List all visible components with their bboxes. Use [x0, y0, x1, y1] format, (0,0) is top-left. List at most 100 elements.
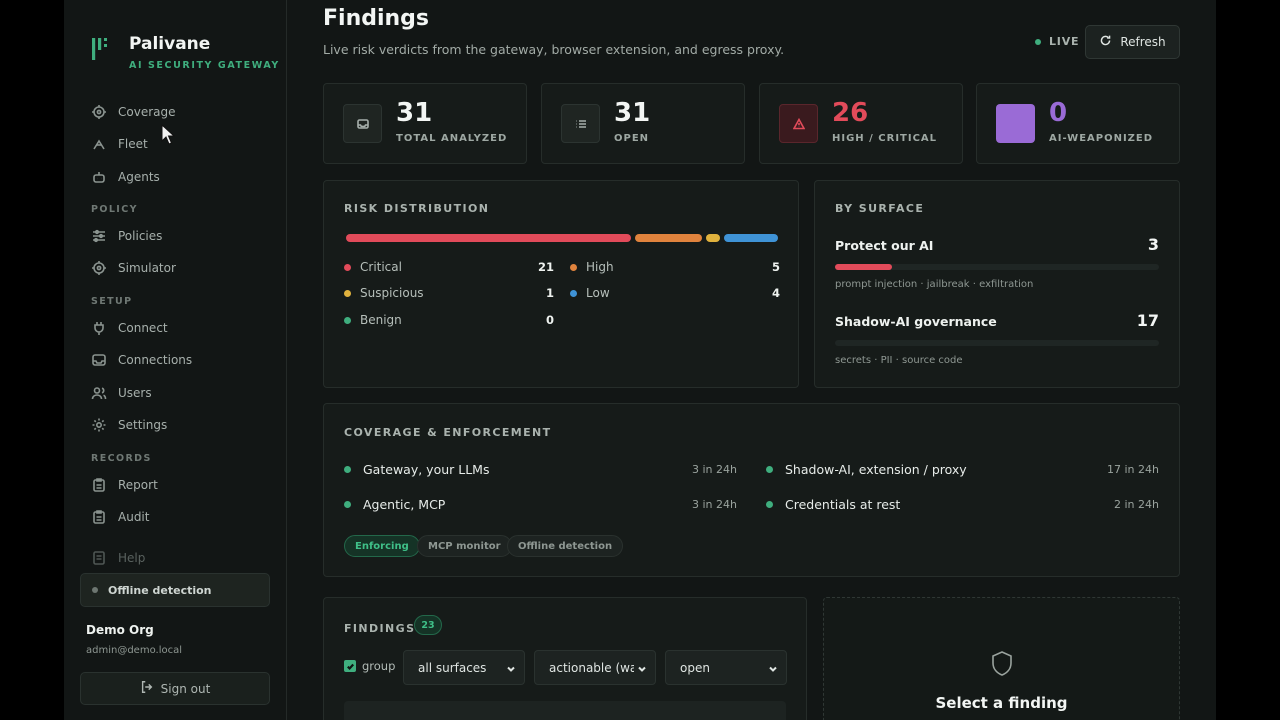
surface-filter-select[interactable]: all surfaces [403, 650, 525, 685]
legend-value: 1 [545, 286, 554, 300]
surface-count: 17 [1136, 311, 1159, 330]
coverage-label: Agentic, MCP [363, 497, 446, 512]
finding-detail-empty: Select a finding [823, 597, 1180, 720]
surface-description: prompt injection · jailbreak · exfiltrat… [835, 279, 1034, 290]
sidebar-item-policies[interactable]: Policies [91, 225, 162, 247]
card-title: RISK DISTRIBUTION [344, 202, 490, 215]
document-icon [91, 550, 107, 566]
chevron-down-icon [637, 663, 647, 673]
card-title: FINDINGS [344, 622, 416, 635]
sidebar-item-help[interactable]: Help [91, 547, 145, 569]
findings-card: FINDINGS 23 group all surfaces actionabl… [323, 597, 807, 720]
chip-enforcing[interactable]: Enforcing [344, 535, 420, 557]
legend-critical: Critical 21 [344, 260, 554, 274]
legend-dot [570, 263, 577, 271]
coverage-label: Credentials at rest [785, 497, 901, 512]
sidebar-item-label: Users [118, 386, 152, 400]
sliders-icon [91, 228, 107, 244]
legend-label: Suspicious [360, 286, 424, 300]
sidebar-item-fleet[interactable]: Fleet [91, 133, 148, 155]
brand[interactable]: Palivane AI SECURITY GATEWAY [90, 34, 278, 71]
card-title: COVERAGE & ENFORCEMENT [344, 426, 552, 439]
legend-dot [570, 289, 577, 297]
coverage-item-agentic[interactable]: Agentic, MCP 3 in 24h [344, 497, 737, 512]
page-title: Findings [323, 6, 430, 31]
coverage-count: 2 in 24h [1114, 498, 1159, 511]
coverage-count: 3 in 24h [692, 463, 737, 476]
sidebar-item-audit[interactable]: Audit [91, 506, 149, 528]
sidebar-item-report[interactable]: Report [91, 474, 158, 496]
sidebar: Palivane AI SECURITY GATEWAY Coverage Fl… [64, 0, 287, 720]
legend-value: 0 [545, 313, 554, 327]
sidebar-item-connect[interactable]: Connect [91, 317, 168, 339]
surface-progress-bar [835, 264, 1159, 270]
legend-label: Critical [360, 260, 402, 274]
refresh-button[interactable]: Refresh [1085, 25, 1180, 59]
stat-value: 31 [614, 98, 651, 128]
status-dot [766, 501, 773, 508]
palivane-logo-icon [90, 34, 114, 70]
stat-value: 31 [396, 98, 433, 128]
sidebar-item-coverage[interactable]: Coverage [91, 101, 176, 123]
inbox-icon [343, 104, 382, 143]
legend-dot [344, 289, 351, 297]
empty-state-message: Select a finding [935, 694, 1068, 712]
status-dot [766, 466, 773, 473]
app-window: Palivane AI SECURITY GATEWAY Coverage Fl… [64, 0, 1216, 720]
account-email: admin@demo.local [86, 645, 182, 656]
chip-offline-detection[interactable]: Offline detection [507, 535, 624, 557]
sidebar-item-connections[interactable]: Connections [91, 349, 192, 371]
nav-section-setup: SETUP [91, 296, 133, 307]
coverage-item-shadow-ai[interactable]: Shadow-AI, extension / proxy 17 in 24h [766, 462, 1159, 477]
logout-icon [140, 680, 161, 697]
surface-name: Shadow-AI governance [835, 314, 997, 329]
surface-name: Protect our AI [835, 238, 934, 253]
surface-count: 3 [1147, 235, 1159, 254]
by-surface-card: BY SURFACE Protect our AI 3 prompt injec… [814, 180, 1180, 388]
risk-bar-segment [346, 234, 631, 242]
status-dot [344, 466, 351, 473]
findings-group-row[interactable] [344, 701, 786, 720]
live-label: LIVE [1049, 35, 1080, 48]
chevron-down-icon [506, 663, 516, 673]
chip-mcp-monitor[interactable]: MCP monitor [417, 535, 512, 557]
shield-icon [989, 650, 1015, 678]
card-title: BY SURFACE [835, 202, 925, 215]
legend-high: High 5 [570, 260, 780, 274]
legend-value: 21 [537, 260, 554, 274]
coverage-item-credentials[interactable]: Credentials at rest 2 in 24h [766, 497, 1159, 512]
actionable-filter-select[interactable]: actionable (wa [534, 650, 656, 685]
sidebar-item-simulator[interactable]: Simulator [91, 257, 176, 279]
clipboard-icon [91, 509, 107, 525]
legend-low: Low 4 [570, 286, 780, 300]
risk-bar-segment [634, 234, 703, 242]
nav-section-records: RECORDS [91, 453, 152, 464]
stat-value: 26 [832, 98, 869, 128]
weaponized-icon [996, 104, 1035, 143]
group-checkbox[interactable]: group [344, 659, 395, 673]
sidebar-item-settings[interactable]: Settings [91, 414, 167, 436]
stat-card-total: 31 TOTAL ANALYZED [323, 83, 527, 164]
stat-value: 0 [1049, 98, 1068, 128]
select-value: actionable (wa [549, 660, 634, 675]
coverage-item-gateway[interactable]: Gateway, your LLMs 3 in 24h [344, 462, 737, 477]
sidebar-item-agents[interactable]: Agents [91, 166, 160, 188]
checkbox-checked-icon [344, 660, 356, 672]
findings-count-badge: 23 [414, 615, 442, 635]
surface-description: secrets · PII · source code [835, 355, 963, 366]
sidebar-item-label: Audit [118, 510, 150, 524]
select-value: all surfaces [418, 660, 487, 675]
offline-detection-status[interactable]: Offline detection [80, 573, 270, 607]
chevron-down-icon [768, 663, 778, 673]
mouse-cursor-icon [161, 124, 175, 145]
stat-label: TOTAL ANALYZED [396, 133, 508, 144]
sidebar-item-users[interactable]: Users [91, 382, 152, 404]
list-icon [561, 104, 600, 143]
sign-out-button[interactable]: Sign out [80, 672, 270, 705]
risk-bar-segment [706, 234, 720, 242]
stat-card-high-critical: 26 HIGH / CRITICAL [759, 83, 963, 164]
risk-bar-segment [723, 234, 778, 242]
legend-dot [344, 316, 351, 324]
select-value: open [680, 660, 710, 675]
status-filter-select[interactable]: open [665, 650, 787, 685]
